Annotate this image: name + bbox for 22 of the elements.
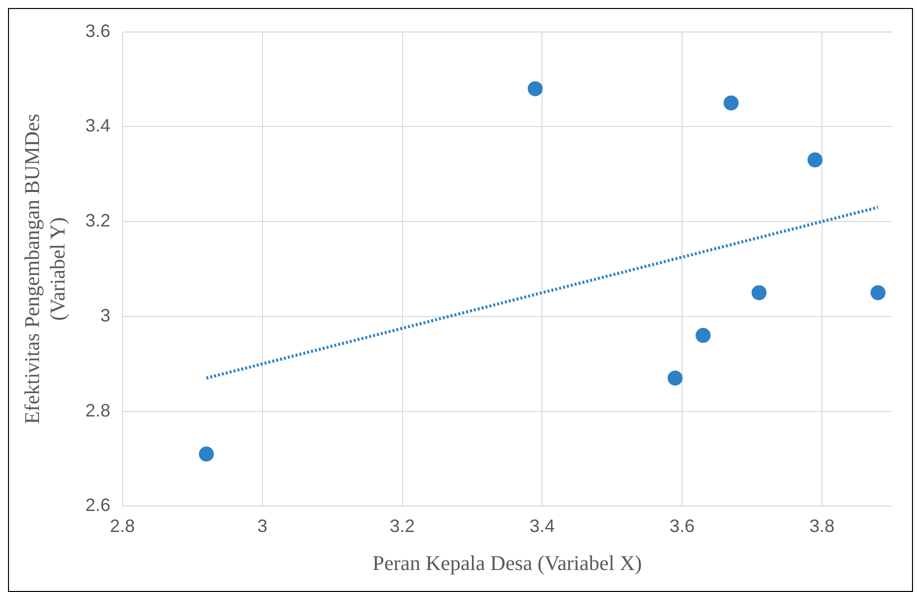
x-tick-label: 2.8: [110, 516, 135, 536]
point: [752, 285, 767, 300]
y-tick-label: 2.8: [85, 400, 110, 420]
point: [808, 152, 823, 168]
y-tick-label: 3.4: [85, 116, 110, 136]
y-tick-label: 2.6: [85, 495, 110, 516]
x-tick-label: 3.4: [530, 516, 555, 536]
point: [870, 285, 886, 300]
x-tick-label: 3.2: [390, 516, 415, 536]
point: [724, 95, 739, 110]
point: [696, 328, 711, 343]
point: [528, 81, 543, 96]
x-tick-label: 3: [257, 516, 268, 536]
x-tick-label: 3.6: [670, 516, 695, 536]
y-axis-title: Efektivitas Pengembangan BUMDes (Variabel Y): [20, 114, 70, 424]
y-tick-label: 3.2: [85, 210, 110, 231]
x-axis-title: Peran Kepala Desa (Variabel X): [372, 550, 642, 575]
x-tick-label: 3.8: [810, 516, 835, 536]
point: [668, 370, 683, 386]
y-tick-label: 3.6: [85, 20, 110, 41]
point: [198, 446, 214, 462]
y-tick-label: 3: [100, 305, 110, 326]
